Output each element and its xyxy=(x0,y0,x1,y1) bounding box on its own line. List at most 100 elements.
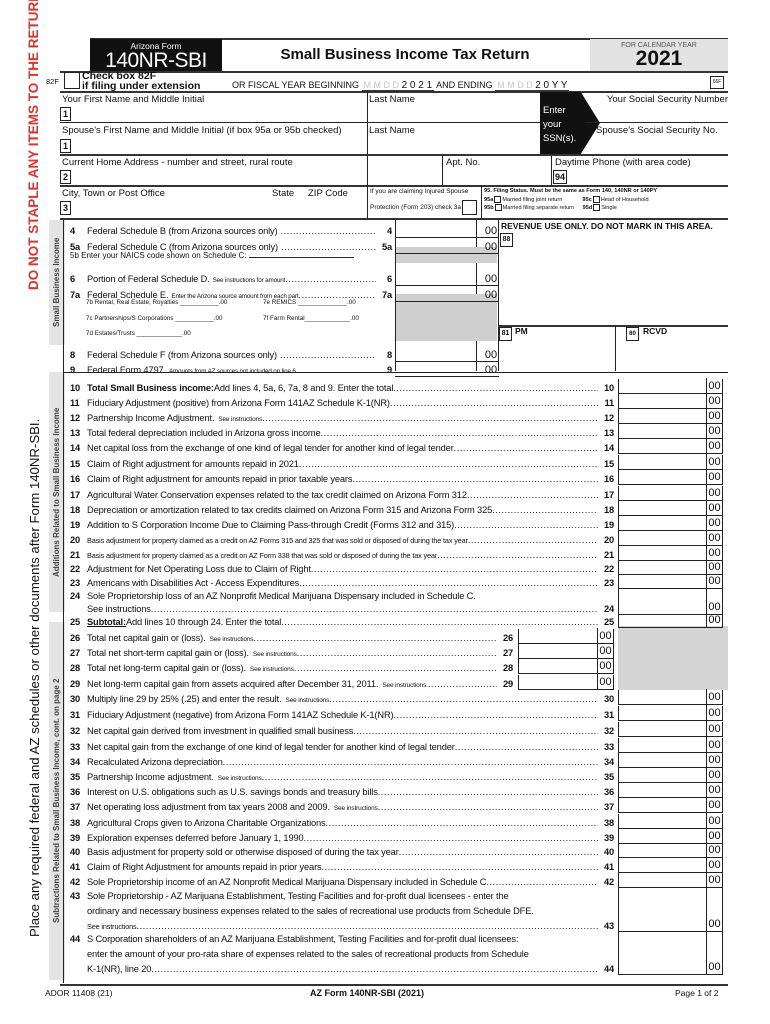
amount-input-21[interactable]: 00 xyxy=(618,545,723,561)
cents: 00 xyxy=(706,454,722,469)
filing-status-95b-checkbox[interactable] xyxy=(494,204,502,212)
filing-status-95a-checkbox[interactable] xyxy=(494,195,502,203)
amount-input-9[interactable]: 00 xyxy=(395,361,499,377)
amount-input-19[interactable]: 00 xyxy=(618,515,723,531)
cents: 00 xyxy=(706,573,722,588)
line-text: Total Small Business income: xyxy=(87,383,214,393)
amount-input-18[interactable]: 00 xyxy=(618,500,723,516)
tax-year: 2021 xyxy=(635,47,683,70)
amount-input-41[interactable]: 00 xyxy=(618,857,723,873)
amount-input-44[interactable]: 00 xyxy=(618,930,723,975)
amount-input-6[interactable]: 00 xyxy=(395,270,499,286)
line-number: 26 xyxy=(70,633,81,643)
address-input[interactable] xyxy=(74,168,442,184)
amount-input-17[interactable]: 00 xyxy=(618,485,723,501)
amount-input-34[interactable]: 00 xyxy=(618,752,723,768)
cents: 00 xyxy=(706,469,722,484)
amount-input-28[interactable]: 00 xyxy=(518,658,614,674)
filing-status-95d-checkbox[interactable] xyxy=(593,204,601,212)
injured-spouse-checkbox[interactable] xyxy=(462,200,477,215)
amount-input-5a[interactable]: 00 xyxy=(395,238,499,254)
line-number: 27 xyxy=(70,648,81,658)
amount-input-37[interactable]: 00 xyxy=(618,797,723,813)
zip-input[interactable] xyxy=(305,200,365,216)
amount-input-13[interactable]: 00 xyxy=(618,423,723,439)
line-20: 20 Basis adjustment for property claimed … xyxy=(70,531,616,545)
amount-input-36[interactable]: 00 xyxy=(618,782,723,798)
amount-input-27[interactable]: 00 xyxy=(518,643,614,659)
line-6: 6 Portion of Federal Schedule D. See instr… xyxy=(70,270,394,284)
cents: 00 xyxy=(706,721,722,736)
line-ref: 28 xyxy=(502,663,513,673)
line-33: 33 Net capital gain from the exchange of … xyxy=(70,738,616,752)
amount-input-14[interactable]: 00 xyxy=(618,438,723,454)
line-text: Federal Schedule E. xyxy=(87,290,169,300)
amount-input-31[interactable]: 00 xyxy=(618,705,723,721)
amount-input-10[interactable]: 00 xyxy=(618,378,723,394)
amount-input-12[interactable]: 00 xyxy=(618,408,723,424)
amount-input-15[interactable]: 00 xyxy=(618,454,723,470)
city-input[interactable] xyxy=(74,200,264,216)
line-ref: 44 xyxy=(603,964,614,974)
first-name-input[interactable] xyxy=(74,104,364,121)
line-ref: 25 xyxy=(603,617,614,627)
line-7c: 7c Partnerships/S Corporations _________… xyxy=(86,315,223,322)
line-text: Subtotal: xyxy=(87,617,126,627)
state-input[interactable] xyxy=(268,200,302,216)
amount-input-40[interactable]: 00 xyxy=(618,842,723,858)
amount-input-43[interactable]: 00 xyxy=(618,887,723,932)
amount-input-38[interactable]: 00 xyxy=(618,813,723,829)
fiscal-begin-input[interactable]: M M D D 2 0 2 1 xyxy=(361,80,435,91)
amount-input-20[interactable]: 00 xyxy=(618,530,723,546)
amount-input-24[interactable]: 00 xyxy=(618,586,723,615)
cents: 00 xyxy=(597,643,613,658)
line-text: Americans with Disabilities Act - Access… xyxy=(87,578,300,588)
amount-input-42[interactable]: 00 xyxy=(618,872,723,888)
line-ref: 6 xyxy=(386,274,392,284)
extension-checkbox[interactable] xyxy=(64,72,80,89)
amount-input-39[interactable]: 00 xyxy=(618,828,723,844)
cents: 00 xyxy=(706,782,722,797)
line-number: 28 xyxy=(70,663,81,673)
line-note: See instructions xyxy=(252,651,297,658)
amount-input-22[interactable]: 00 xyxy=(618,559,723,575)
line-number: 20 xyxy=(70,535,81,545)
amount-input-8[interactable]: 00 xyxy=(395,346,499,362)
spouse-first-name-input[interactable] xyxy=(74,136,364,153)
last-name-input[interactable] xyxy=(369,104,539,121)
line-26: 26 Total net capital gain or (loss). See i… xyxy=(70,629,515,643)
line-15: 15 Claim of Right adjustment for amounts … xyxy=(70,455,616,469)
amount-input-7a[interactable]: 00 xyxy=(395,286,499,302)
line-number: 42 xyxy=(70,877,81,887)
amount-input-26[interactable]: 00 xyxy=(518,628,614,644)
cents: 00 xyxy=(706,485,722,500)
line-text: Net capital gain derived from investment… xyxy=(87,726,354,736)
apt-input[interactable] xyxy=(446,168,540,184)
line-number: 34 xyxy=(70,757,81,767)
amount-input-23[interactable]: 00 xyxy=(618,573,723,589)
amount-input-30[interactable]: 00 xyxy=(618,689,723,705)
naics-input[interactable] xyxy=(248,250,354,258)
ssn-input[interactable] xyxy=(602,104,726,121)
amount-input-4[interactable]: 00 xyxy=(395,222,499,238)
amount-input-35[interactable]: 00 xyxy=(618,767,723,783)
amount-input-33[interactable]: 00 xyxy=(618,737,723,753)
line-ref: 39 xyxy=(603,833,614,843)
spouse-last-name-input[interactable] xyxy=(369,136,539,153)
amount-input-11[interactable]: 00 xyxy=(618,393,723,409)
line-18: 18 Depreciation or amortization related t… xyxy=(70,501,616,515)
amount-input-32[interactable]: 00 xyxy=(618,721,723,737)
cents: 00 xyxy=(706,393,722,408)
box-80: 80 xyxy=(626,327,639,341)
amount-input-29[interactable]: 00 xyxy=(518,674,614,690)
line-text: Federal Schedule F (from Arizona sources… xyxy=(87,350,277,360)
amount-input-16[interactable]: 00 xyxy=(618,469,723,485)
filing-status-95c-checkbox[interactable] xyxy=(592,195,600,203)
filing-status: 95. Filing Status. Must be the same as F… xyxy=(484,188,658,212)
fiscal-end-input[interactable]: M M D D 2 0 Y Y xyxy=(495,80,570,91)
city-label: City, Town or Post Office xyxy=(62,188,165,199)
spouse-ssn-input[interactable] xyxy=(602,136,726,153)
phone-input[interactable] xyxy=(570,168,726,184)
amount-input-25[interactable]: 00 xyxy=(618,612,723,628)
line-text: Agricultural Water Conservation expenses… xyxy=(87,490,467,500)
